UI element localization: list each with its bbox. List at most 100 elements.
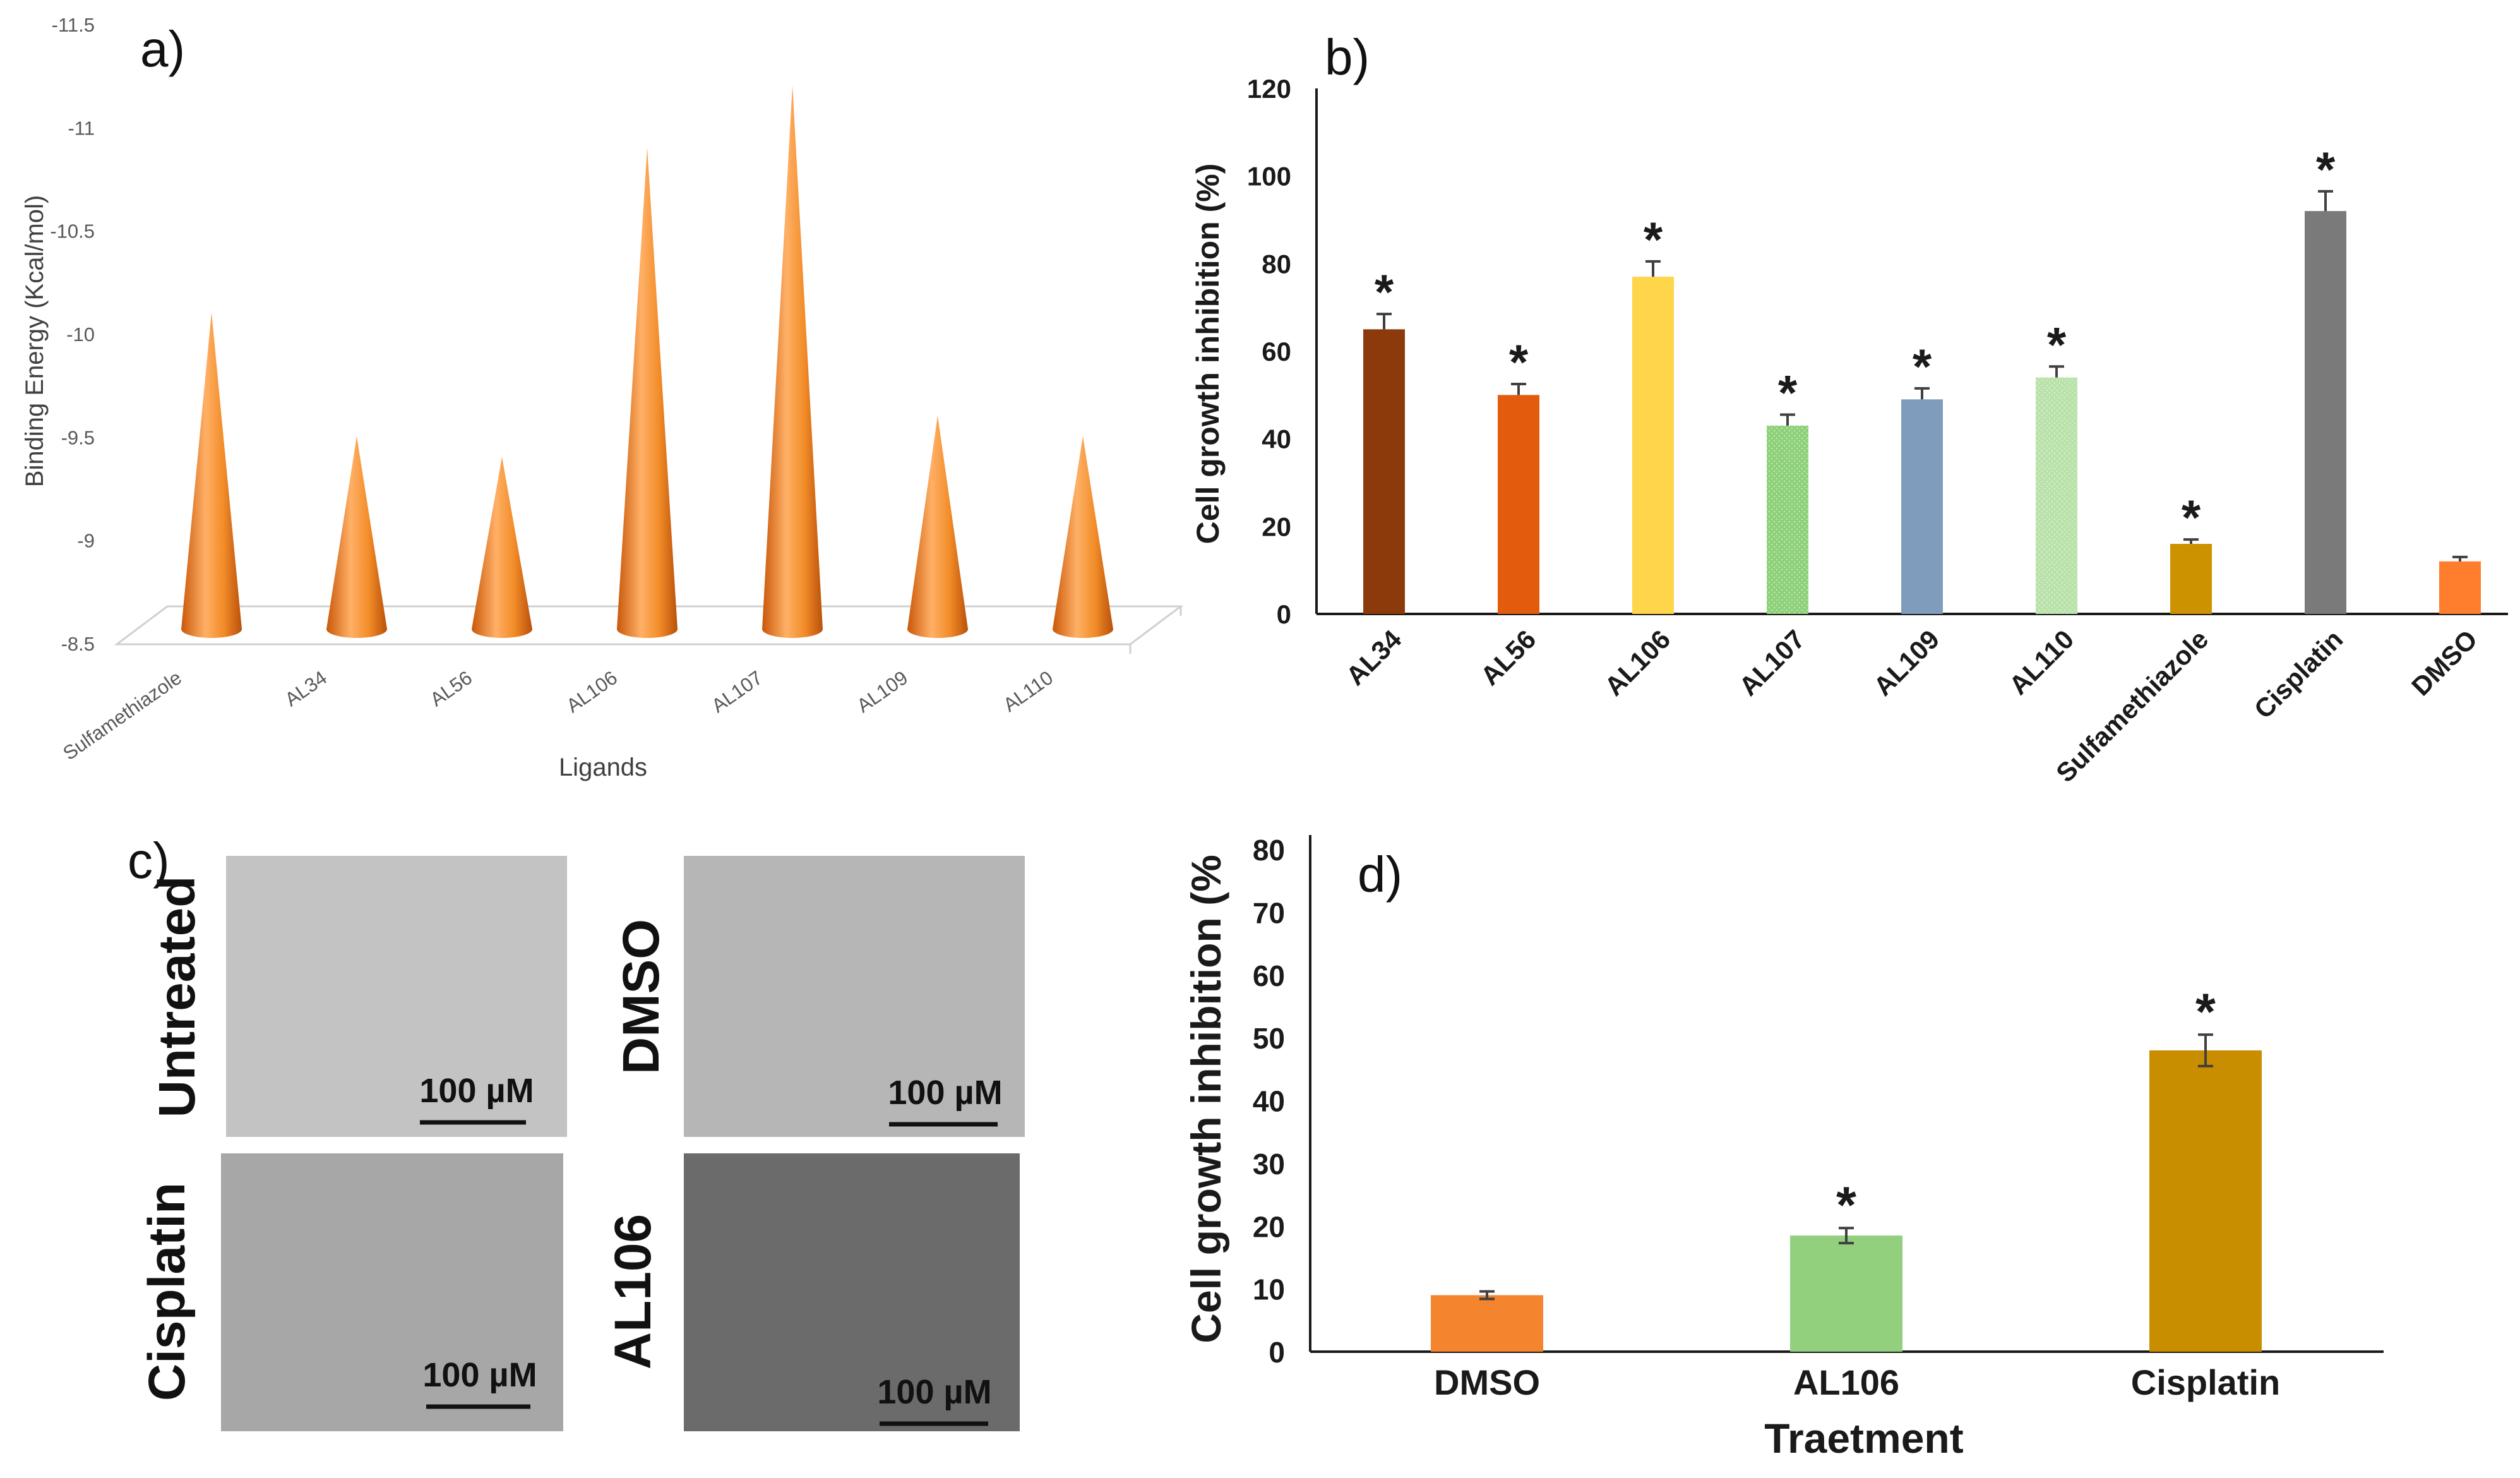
cone-al107 xyxy=(762,85,823,639)
micrograph-cisplatin: Cisplatin 100 µM xyxy=(138,1153,563,1431)
panel-b-cell-growth-chart: b) 0 20 40 60 80 100 120 Cell growth inhibitio… xyxy=(1190,29,2508,788)
bar-al106 xyxy=(1632,277,1674,615)
panel-d-y-tick: 80 xyxy=(1253,834,1285,867)
panel-a-y-axis: -11.5 -11 -10.5 -10 -9.5 -9 -8.5 xyxy=(50,14,95,655)
panel-a-y-tick: -10.5 xyxy=(50,220,95,243)
panel-b-x-tick-al107: AL107 xyxy=(1733,624,1810,701)
panel-b-x-tick-al110: AL110 xyxy=(2003,624,2080,700)
panel-b-x-tick-dmso: DMSO xyxy=(2406,624,2483,701)
cone-al34 xyxy=(326,436,387,638)
panel-b-bars: * * * * * * * * xyxy=(1363,141,2481,615)
panel-d-y-tick: 70 xyxy=(1253,896,1285,929)
panel-b-x-tick-al34: AL34 xyxy=(1341,624,1407,691)
panel-d-y-tick: 10 xyxy=(1253,1273,1285,1306)
panel-a-binding-energy-chart: a) -11.5 -11 -10.5 -10 -9.5 -9 -8.5 Binding En… xyxy=(21,14,1184,781)
micrograph-al106-image xyxy=(684,1153,1020,1431)
panel-d-x-axis: DMSO AL106 Cisplatin xyxy=(1434,1362,2280,1402)
significance-marker-al109: * xyxy=(1913,339,1932,394)
bar-dmso xyxy=(1431,1295,1543,1352)
micrograph-cisplatin-image xyxy=(221,1153,563,1431)
bar-al107 xyxy=(1767,425,1808,614)
panel-d-y-axis-label: Cell growth inhibition (% xyxy=(1183,855,1229,1343)
panel-b-label: b) xyxy=(1325,29,1370,85)
cone-al56 xyxy=(472,457,532,638)
micrograph-dmso-image xyxy=(684,856,1025,1137)
bar-al109 xyxy=(1901,399,1943,614)
panel-d-y-tick: 30 xyxy=(1253,1148,1285,1181)
panel-d-y-tick: 20 xyxy=(1253,1210,1285,1243)
cone-sulfamethiazole xyxy=(181,312,242,639)
significance-marker-al106: * xyxy=(1836,1177,1856,1234)
panel-b-y-tick: 0 xyxy=(1277,599,1291,629)
panel-a-x-tick-al109: AL109 xyxy=(853,666,912,717)
panel-b-x-tick-al56: AL56 xyxy=(1475,624,1542,691)
panel-a-x-axis: Sulfamethiazole AL34 AL56 AL106 AL107 AL109 AL… xyxy=(59,666,1057,764)
cone-al106 xyxy=(617,147,678,639)
panel-a-cones xyxy=(181,85,1113,639)
panel-d-x-tick-dmso: DMSO xyxy=(1434,1362,1540,1402)
panel-b-x-tick-cisplatin: Cisplatin xyxy=(2248,624,2349,724)
panel-a-x-tick-al107: AL107 xyxy=(708,666,767,717)
panel-d-bars: ** xyxy=(1431,983,2262,1352)
panel-a-y-tick: -10 xyxy=(66,323,95,345)
micrograph-cisplatin-label: Cisplatin xyxy=(138,1182,196,1401)
micrograph-dmso-scale-text: 100 µM xyxy=(888,1074,1002,1112)
significance-marker-sulfamethiazole: * xyxy=(2182,490,2201,545)
significance-marker-al34: * xyxy=(1375,264,1394,320)
panel-a-label: a) xyxy=(140,21,185,77)
panel-a-x-tick-al110: AL110 xyxy=(999,666,1057,716)
bar-al56 xyxy=(1498,395,1539,614)
panel-d-label: d) xyxy=(1358,846,1402,903)
panel-d-x-axis-label: Traetment xyxy=(1764,1415,1963,1462)
panel-a-x-tick-al34: AL34 xyxy=(281,666,331,711)
panel-b-y-axis: 0 20 40 60 80 100 120 xyxy=(1247,74,1291,629)
bar-al34 xyxy=(1363,329,1405,614)
significance-marker-al110: * xyxy=(2047,316,2067,372)
panel-a-y-tick: -8.5 xyxy=(61,633,95,655)
panel-b-y-tick: 120 xyxy=(1247,74,1291,104)
panel-a-y-tick: -11 xyxy=(68,117,95,139)
panel-a-y-tick: -11.5 xyxy=(52,14,95,36)
significance-marker-al107: * xyxy=(1778,365,1798,421)
panel-d-cell-growth-chart: d) 0 10 20 30 40 50 60 70 80 Cell growth inhibit… xyxy=(1183,834,2384,1462)
micrograph-al106-label: AL106 xyxy=(604,1214,662,1369)
panel-a-y-tick: -9 xyxy=(77,530,95,552)
panel-a-x-tick-sulfamethiazole: Sulfamethiazole xyxy=(59,666,186,764)
panel-d-y-axis: 0 10 20 30 40 50 60 70 80 xyxy=(1253,834,1285,1369)
panel-a-y-axis-label: Binding Energy (Kcal/mol) xyxy=(21,195,49,487)
panel-b-y-tick: 20 xyxy=(1262,512,1291,541)
panel-a-y-tick: -9.5 xyxy=(61,426,95,448)
panel-a-x-axis-label: Ligands xyxy=(559,754,647,781)
panel-b-x-axis: AL34 AL56 AL106 AL107 AL109 AL110Sulfamethiaz… xyxy=(1341,624,2483,788)
bar-dmso xyxy=(2439,561,2481,614)
significance-marker-cisplatin: * xyxy=(2316,141,2336,197)
panel-d-y-tick: 50 xyxy=(1253,1022,1285,1055)
micrograph-dmso-label: DMSO xyxy=(612,919,670,1074)
panel-b-y-tick: 100 xyxy=(1247,162,1291,191)
micrograph-cisplatin-scale-text: 100 µM xyxy=(422,1356,537,1394)
significance-marker-al56: * xyxy=(1509,334,1529,390)
panel-d-y-tick: 60 xyxy=(1253,959,1285,992)
micrograph-untreated-scale-text: 100 µM xyxy=(419,1072,534,1110)
micrograph-al106: AL106 100 µM xyxy=(604,1153,1020,1431)
micrograph-untreated-image xyxy=(226,856,567,1137)
bar-al110 xyxy=(2036,377,2077,614)
micrograph-al106-scale-text: 100 µM xyxy=(877,1373,991,1411)
cone-al109 xyxy=(907,416,968,638)
panel-c-micrographs: c) Untreated 100 µM DMSO 100 µM Cisplati… xyxy=(128,832,1025,1431)
panel-b-y-axis-label: Cell growth inhibition (%) xyxy=(1190,164,1226,544)
bar-cisplatin xyxy=(2305,211,2346,615)
panel-a-x-tick-al106: AL106 xyxy=(563,666,622,717)
micrograph-dmso: DMSO 100 µM xyxy=(612,856,1025,1137)
bar-cisplatin xyxy=(2149,1050,2262,1352)
panel-b-y-tick: 60 xyxy=(1262,337,1291,366)
panel-c-label: c) xyxy=(128,832,170,889)
micrograph-untreated-label: Untreated xyxy=(148,876,206,1118)
panel-d-x-tick-al106: AL106 xyxy=(1793,1362,1899,1402)
micrograph-untreated: Untreated 100 µM xyxy=(148,856,567,1137)
panel-a-x-tick-al56: AL56 xyxy=(426,666,476,711)
panel-d-x-tick-cisplatin: Cisplatin xyxy=(2131,1362,2280,1402)
bar-al106 xyxy=(1790,1235,1902,1352)
panel-d-y-tick: 40 xyxy=(1253,1085,1285,1118)
